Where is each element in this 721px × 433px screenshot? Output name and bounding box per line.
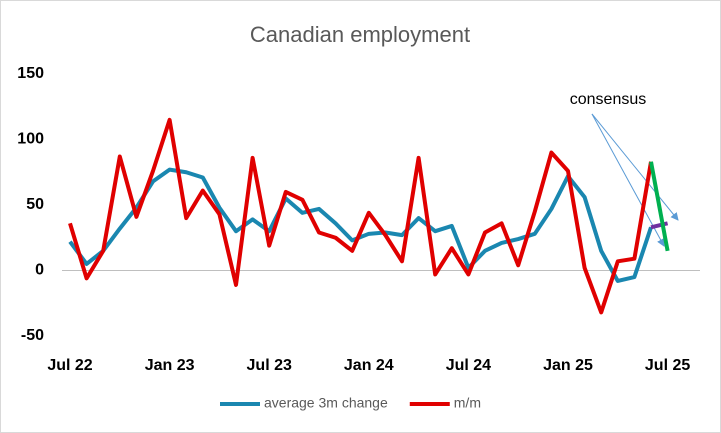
x-tick-label: Jul 23 [247, 357, 292, 374]
x-tick-label: Jul 22 [47, 357, 92, 374]
consensus-line [650, 221, 669, 230]
annotation-arrow [591, 113, 665, 247]
legend-label: average 3m change [264, 395, 388, 411]
chart-title: Canadian employment [250, 22, 470, 47]
annotation-arrow [591, 113, 679, 221]
annotation: consensus [570, 91, 647, 108]
y-tick-label: -50 [21, 327, 44, 344]
series-line [68, 167, 653, 283]
x-tick-label: Jul 24 [446, 357, 491, 374]
y-tick-label: 50 [26, 196, 44, 213]
series-line [68, 117, 653, 315]
y-tick-label: 0 [35, 262, 44, 279]
consensus-line [649, 161, 670, 252]
y-tick-label: 100 [17, 131, 44, 148]
legend-label: m/m [454, 395, 481, 411]
x-tick-label: Jan 25 [543, 357, 593, 374]
x-tick-label: Jan 24 [344, 357, 394, 374]
x-tick-label: Jul 25 [645, 357, 690, 374]
x-tick-label: Jan 23 [145, 357, 195, 374]
y-tick-label: 150 [17, 65, 44, 82]
